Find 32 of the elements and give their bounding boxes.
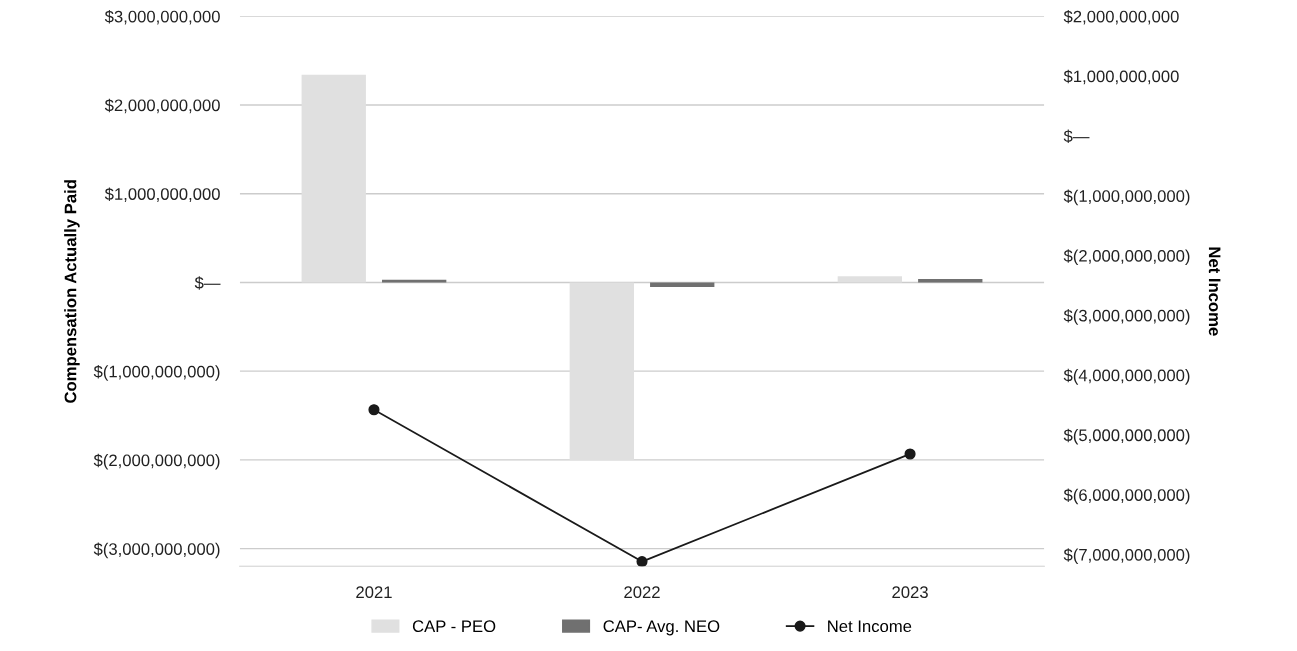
legend-label: Net Income <box>828 620 912 633</box>
y-tick-label: $1,000,000,000 <box>104 187 220 202</box>
y2-tick-label: $(1,000,000,000) <box>1063 189 1190 206</box>
y-axis-title: Compensation Actually Paid <box>64 180 80 403</box>
point <box>636 556 648 567</box>
y-tick-label: $(3,000,000,000) <box>93 542 220 559</box>
y2-tick-label: $(4,000,000,000) <box>1063 368 1190 385</box>
y-tick-label: $— <box>194 276 221 290</box>
y2-tick-label: $2,000,000,000 <box>1063 9 1179 25</box>
x-tick-label: 2021 <box>356 586 392 599</box>
y-tick-label: $2,000,000,000 <box>104 98 220 114</box>
y-tick-label: $(2,000,000,000) <box>93 453 220 470</box>
point <box>904 448 916 460</box>
y2-tick-label: $(6,000,000,000) <box>1063 488 1190 505</box>
bar <box>301 74 366 283</box>
y-tick-label: $(1,000,000,000) <box>93 365 220 381</box>
y2-axis-title: Net Income <box>1208 247 1221 336</box>
x-tick-label: 2022 <box>624 586 660 599</box>
y2-tick-label: $— <box>1063 129 1090 144</box>
y2-tick-label: $1,000,000,000 <box>1063 69 1179 85</box>
y2-tick-label: $(7,000,000,000) <box>1063 548 1190 565</box>
y2-tick-label: $(3,000,000,000) <box>1063 309 1190 325</box>
bar <box>650 282 715 287</box>
point <box>368 404 380 416</box>
y2-tick-label: $(5,000,000,000) <box>1063 428 1190 445</box>
x-tick-label: 2023 <box>892 586 928 599</box>
y-tick-label: $3,000,000,000 <box>104 9 220 25</box>
legend-label: CAP- Avg. NEO <box>603 620 720 636</box>
bar <box>837 276 903 283</box>
legend-label: CAP - PEO <box>412 620 496 633</box>
y2-tick-label: $(2,000,000,000) <box>1063 249 1190 266</box>
bar <box>569 282 634 460</box>
